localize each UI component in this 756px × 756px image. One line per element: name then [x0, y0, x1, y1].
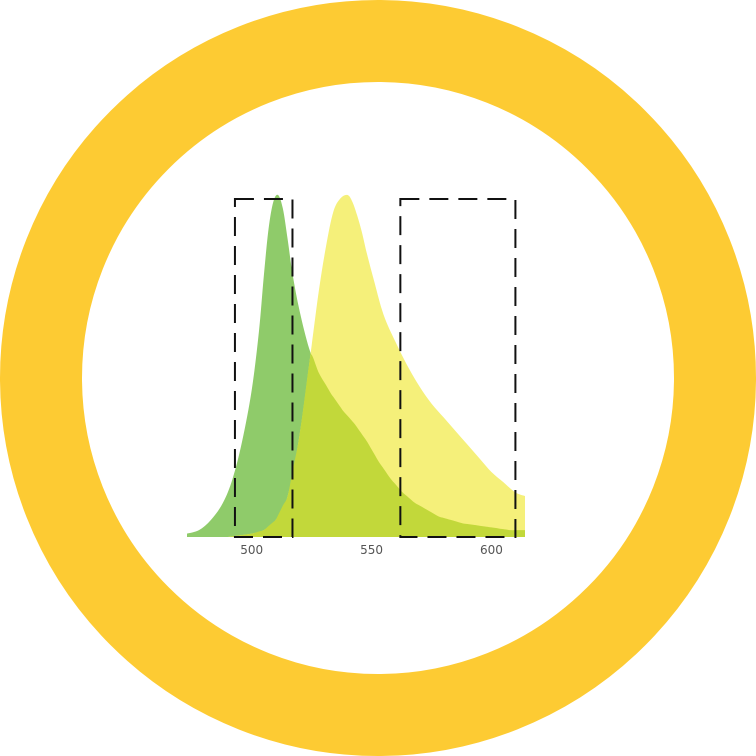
- filter-window-1: [399, 198, 517, 538]
- x-tick-label-550: 550: [360, 543, 383, 557]
- series-area-0: [187, 194, 525, 537]
- series-overlap-area: [227, 353, 525, 537]
- x-tick-label-600: 600: [480, 543, 503, 557]
- emission-spectra-plot: 500 550 600: [187, 194, 525, 557]
- filter-window-0: [233, 198, 294, 538]
- x-tick-label-500: 500: [240, 543, 263, 557]
